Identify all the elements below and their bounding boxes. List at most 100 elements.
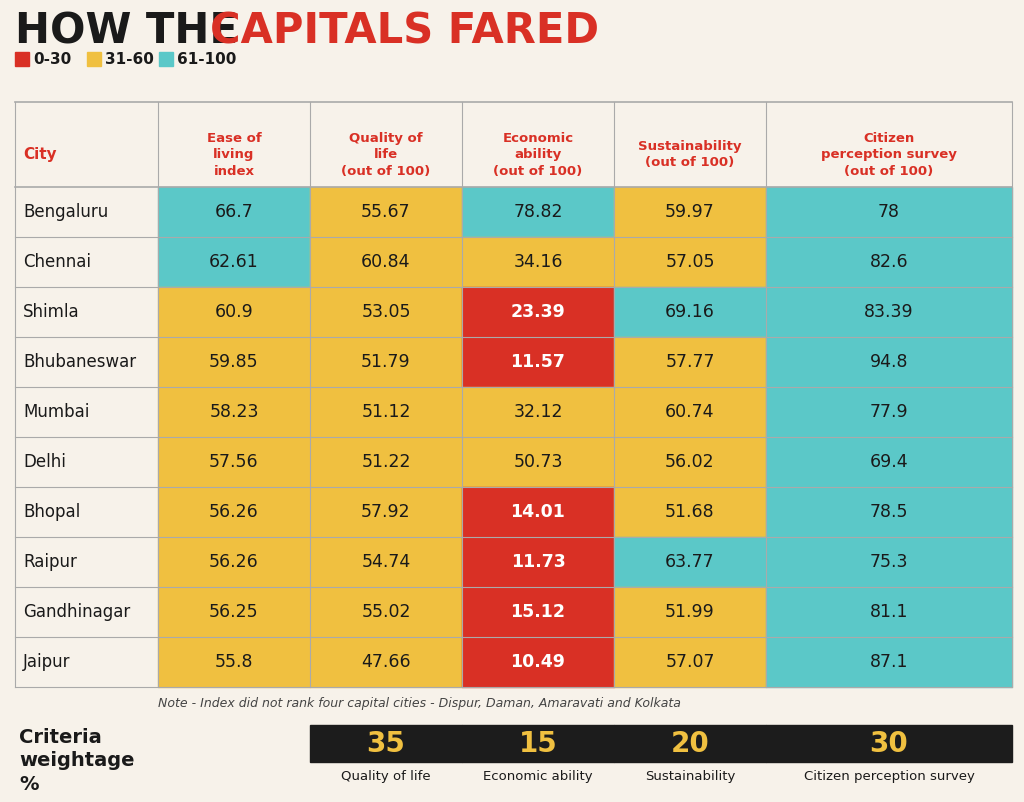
Bar [15,437,158,487]
Bar [614,537,766,587]
Text: 55.02: 55.02 [361,603,411,621]
Text: 60.84: 60.84 [361,253,411,271]
Bar [15,287,158,337]
Text: Economic
ability
(out of 100): Economic ability (out of 100) [494,132,583,178]
Text: Sustainability: Sustainability [645,771,735,784]
Bar [766,102,1012,187]
Text: 82.6: 82.6 [869,253,908,271]
Bar [15,387,158,437]
Text: 20: 20 [671,730,710,758]
Text: CAPITALS FARED: CAPITALS FARED [210,11,599,53]
Bar [462,287,614,337]
Bar [15,587,158,637]
Bar [15,637,158,687]
Bar [614,337,766,387]
Bar [462,725,614,763]
Bar [462,237,614,287]
Text: 31-60: 31-60 [105,51,154,67]
Text: Jaipur: Jaipur [23,653,71,671]
Text: 94.8: 94.8 [869,353,908,371]
Text: Citizen
perception survey
(out of 100): Citizen perception survey (out of 100) [821,132,957,178]
Bar [15,487,158,537]
Text: 69.4: 69.4 [869,453,908,471]
Text: 50.73: 50.73 [513,453,563,471]
Text: 62.61: 62.61 [209,253,259,271]
Text: 87.1: 87.1 [869,653,908,671]
Text: Chennai: Chennai [23,253,91,271]
Bar [310,437,462,487]
Text: 53.05: 53.05 [361,303,411,321]
Text: 0-30: 0-30 [33,51,72,67]
Bar [462,337,614,387]
Bar [310,287,462,337]
Text: 32.12: 32.12 [513,403,563,421]
Bar [15,237,158,287]
Text: Gandhinagar: Gandhinagar [23,603,130,621]
Bar [15,52,29,66]
Bar [158,237,310,287]
Bar [310,337,462,387]
Bar [766,487,1012,537]
Text: 75.3: 75.3 [869,553,908,571]
Text: 78.5: 78.5 [869,503,908,521]
Bar [462,187,614,237]
Text: 54.74: 54.74 [361,553,411,571]
Text: 58.23: 58.23 [209,403,259,421]
Bar [15,337,158,387]
Text: Quality of life: Quality of life [341,771,431,784]
Bar [158,187,310,237]
Text: Economic ability: Economic ability [483,771,593,784]
Bar [158,287,310,337]
Text: 30: 30 [869,730,908,758]
Bar [310,237,462,287]
Bar [15,102,158,187]
Bar [158,637,310,687]
Bar [310,487,462,537]
Bar [158,387,310,437]
Bar [766,725,1012,763]
Text: Note - Index did not rank four capital cities - Dispur, Daman, Amaravati and Kol: Note - Index did not rank four capital c… [158,697,681,710]
Bar [15,187,158,237]
Bar [310,387,462,437]
Text: 51.68: 51.68 [666,503,715,521]
Bar [310,102,462,187]
Text: 83.39: 83.39 [864,303,913,321]
Bar [614,437,766,487]
Bar [158,587,310,637]
Bar [614,725,766,763]
Text: 15: 15 [518,730,557,758]
Text: 61-100: 61-100 [177,51,237,67]
Bar [158,337,310,387]
Bar [87,52,101,66]
Text: 78: 78 [878,203,900,221]
Bar [614,237,766,287]
Bar [614,587,766,637]
Bar [462,637,614,687]
Bar [614,187,766,237]
Bar [766,237,1012,287]
Text: 60.74: 60.74 [666,403,715,421]
Text: Quality of
life
(out of 100): Quality of life (out of 100) [341,132,431,178]
Text: Raipur: Raipur [23,553,77,571]
Text: 23.39: 23.39 [511,303,565,321]
Bar [310,725,462,763]
Text: 57.77: 57.77 [666,353,715,371]
Bar [766,637,1012,687]
Text: 55.67: 55.67 [361,203,411,221]
Text: 56.26: 56.26 [209,553,259,571]
Text: 14.01: 14.01 [511,503,565,521]
Bar [462,437,614,487]
Bar [614,637,766,687]
Bar [158,537,310,587]
Bar [159,52,173,66]
Text: 55.8: 55.8 [215,653,253,671]
Text: 63.77: 63.77 [666,553,715,571]
Bar [310,587,462,637]
Text: 56.26: 56.26 [209,503,259,521]
Bar [462,487,614,537]
Bar [462,587,614,637]
Text: HOW THE: HOW THE [15,11,252,53]
Bar [766,337,1012,387]
Text: Bhopal: Bhopal [23,503,80,521]
Text: 51.79: 51.79 [361,353,411,371]
